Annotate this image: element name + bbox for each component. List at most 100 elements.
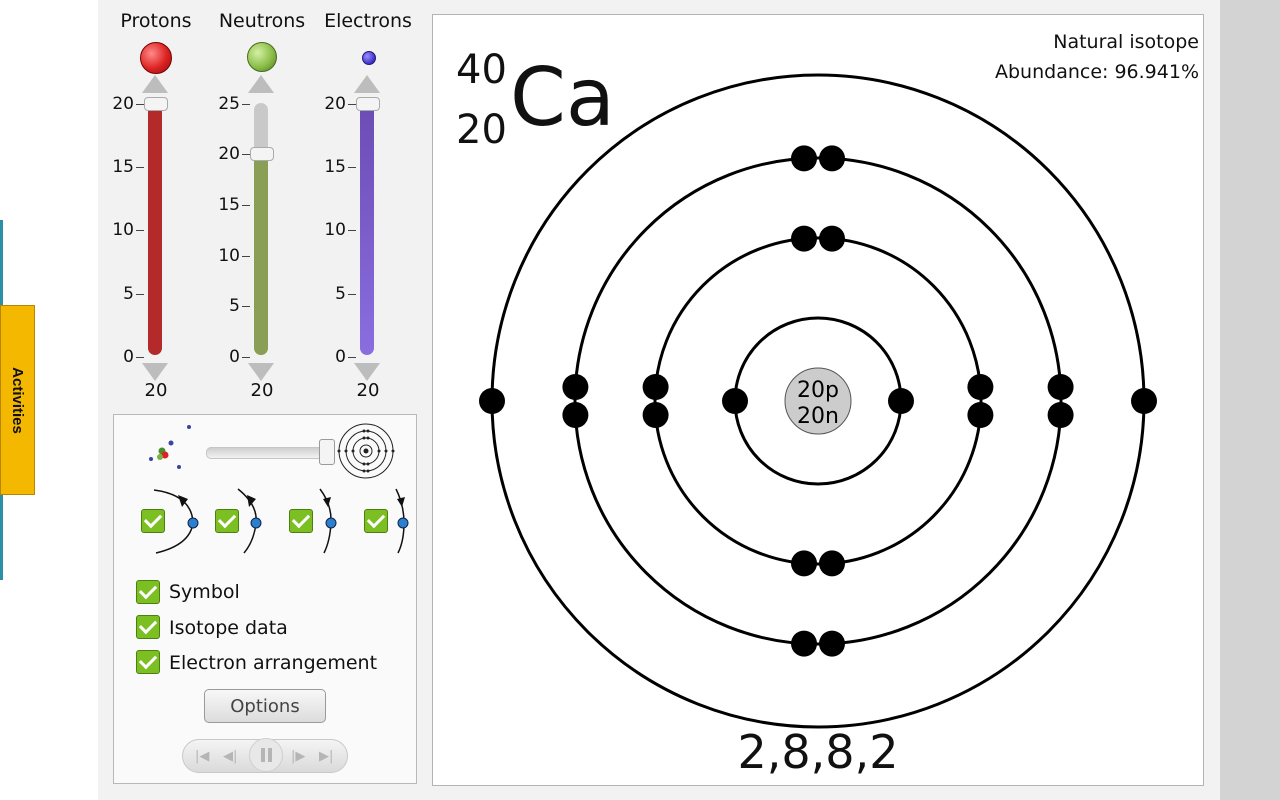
neutrons-title: Neutrons: [218, 10, 306, 32]
mass-number: 40: [456, 47, 507, 93]
options-button[interactable]: Options: [204, 689, 326, 723]
symbol-label: Symbol: [169, 581, 240, 603]
neutrons-slider: Neutrons 25 20 15 10 5 0 20: [212, 0, 312, 410]
electron: [1047, 374, 1074, 400]
protons-slider: Protons 20 15 10 5 0 20: [106, 0, 206, 410]
neutrons-thumb[interactable]: [250, 147, 274, 161]
neutron-addition-icon: [237, 488, 262, 554]
protons-thumb[interactable]: [144, 97, 168, 111]
electron: [967, 374, 994, 400]
view-slider-track[interactable]: [206, 447, 334, 459]
neutrons-decrease-button[interactable]: [248, 363, 274, 381]
view-slider-thumb[interactable]: [319, 439, 335, 465]
electrons-tick: 15: [324, 157, 346, 177]
electron: [819, 225, 845, 252]
protons-title: Protons: [120, 10, 192, 32]
isotope-data-label: Isotope data: [169, 617, 288, 639]
neutrons-tick: 15: [218, 195, 240, 215]
proton-addition-icon: [153, 489, 199, 554]
electrons-track[interactable]: [360, 103, 374, 355]
element-symbol: Ca: [510, 51, 615, 144]
electrons-value: 20: [356, 380, 380, 401]
proton-icon: [140, 42, 172, 74]
isotope-abundance: Abundance: 96.941%: [995, 61, 1199, 83]
reaction-checkbox-4[interactable]: [364, 509, 388, 533]
electron: [819, 550, 845, 577]
skip-end-icon[interactable]: ▶|: [319, 749, 334, 764]
electron: [791, 145, 817, 172]
electron: [562, 402, 589, 428]
electrons-title: Electrons: [324, 10, 412, 32]
reaction-checkbox-3[interactable]: [289, 509, 313, 533]
electrons-tick: 5: [335, 284, 346, 304]
electron: [642, 374, 669, 400]
nucleus: [784, 367, 852, 435]
electron-addition-icon: [319, 488, 337, 554]
electrons-slider: Electrons 20 15 10 5 0 20: [318, 0, 418, 410]
atomic-number: 20: [456, 107, 507, 153]
playback-controls: |◀ ◀| |▶ ▶|: [182, 738, 348, 773]
shell-view-icon[interactable]: [336, 421, 396, 481]
electron-shell-3: [573, 156, 1063, 646]
nucleus-neutrons: 20n: [797, 404, 839, 429]
neutrons-tick: 20: [218, 144, 240, 164]
protons-tick: 15: [112, 157, 134, 177]
particles-view-icon[interactable]: [144, 423, 194, 473]
electron: [791, 225, 817, 252]
electron: [1131, 388, 1157, 414]
atom-builder-app: Protons 20 15 10 5 0 20 Neutrons 25 20 1…: [98, 0, 1220, 800]
neutrons-tick: 25: [218, 94, 240, 114]
activities-tab[interactable]: Activities: [0, 305, 35, 495]
electron: [722, 388, 748, 414]
neutron-icon: [247, 42, 277, 72]
electrons-tick: 10: [324, 220, 346, 240]
skip-start-icon[interactable]: |◀: [195, 749, 210, 764]
protons-tick: 5: [123, 284, 134, 304]
electrons-decrease-button[interactable]: [354, 363, 380, 381]
electron-icon: [362, 51, 376, 65]
neutrons-value: 20: [250, 380, 274, 401]
ionisation-icon: [395, 488, 409, 554]
pause-button[interactable]: [249, 738, 283, 772]
protons-increase-button[interactable]: [142, 75, 168, 93]
protons-tick: 10: [112, 220, 134, 240]
right-margin: [1220, 0, 1280, 800]
step-back-icon[interactable]: ◀|: [223, 749, 238, 764]
neutrons-track-fill[interactable]: [254, 153, 268, 355]
protons-value: 20: [144, 380, 168, 401]
atom-diagram: 20p 20n: [479, 73, 1157, 729]
protons-tick: 20: [112, 94, 134, 114]
electron: [791, 550, 817, 577]
electron: [819, 145, 845, 172]
neutrons-tick: 5: [229, 296, 240, 316]
electron: [642, 402, 669, 428]
electron: [562, 374, 589, 400]
electron-arrangement-label: Electron arrangement: [169, 652, 378, 674]
neutrons-increase-button[interactable]: [248, 75, 274, 93]
reaction-checkbox-2[interactable]: [215, 509, 239, 533]
electron-arrangement: 2,8,8,2: [737, 725, 899, 779]
electron: [967, 402, 994, 428]
activities-label: Activities: [9, 366, 27, 434]
neutrons-tick: 10: [218, 246, 240, 266]
electron-arrangement-checkbox[interactable]: [136, 650, 160, 674]
electron: [888, 388, 914, 414]
electrons-tick: 0: [335, 347, 346, 367]
symbol-checkbox[interactable]: [136, 580, 160, 604]
electrons-increase-button[interactable]: [354, 75, 380, 93]
electron: [479, 388, 505, 414]
electrons-thumb[interactable]: [356, 97, 380, 111]
neutrons-tick: 0: [229, 347, 240, 367]
electron: [819, 630, 845, 657]
electron: [791, 630, 817, 657]
step-forward-icon[interactable]: |▶: [291, 749, 306, 764]
protons-track[interactable]: [148, 103, 162, 355]
isotope-data-checkbox[interactable]: [136, 615, 160, 639]
reaction-checkbox-1[interactable]: [141, 509, 165, 533]
control-panel: Symbol Isotope data Electron arrangement…: [113, 414, 417, 784]
nucleus-protons: 20p: [797, 378, 839, 403]
protons-decrease-button[interactable]: [142, 363, 168, 381]
atom-display: 40 20 Ca Natural isotope Abundance: 96.9…: [432, 14, 1204, 786]
electron: [1047, 402, 1074, 428]
protons-tick: 0: [123, 347, 134, 367]
